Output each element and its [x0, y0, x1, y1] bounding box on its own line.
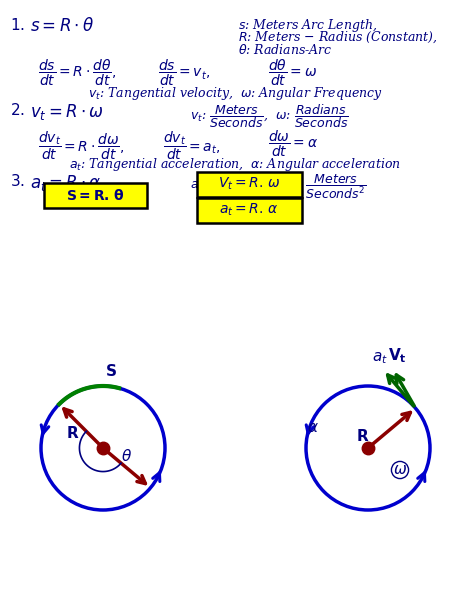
Text: $a_t = R \cdot \alpha$: $a_t = R \cdot \alpha$ [30, 173, 102, 193]
Text: $\theta$: $\theta$ [121, 448, 133, 464]
Text: $R$: Meters $-$ Radius (Constant),: $R$: Meters $-$ Radius (Constant), [238, 30, 438, 46]
Text: $\dfrac{dv_t}{dt} = a_t,$: $\dfrac{dv_t}{dt} = a_t,$ [163, 129, 221, 162]
Text: $\dfrac{ds}{dt} = v_t,$: $\dfrac{ds}{dt} = v_t,$ [158, 58, 210, 88]
Text: $\theta$: Radians-Arc: $\theta$: Radians-Arc [238, 43, 333, 57]
Text: $\mathbf{S}$: $\mathbf{S}$ [105, 363, 117, 379]
Text: $\mathit{V_t = R.\,\omega}$: $\mathit{V_t = R.\,\omega}$ [218, 176, 281, 192]
Text: $v_t$: $\dfrac{Meters}{Seconds}$,  $\omega$: $\dfrac{Radians}{Seconds}$: $v_t$: $\dfrac{Meters}{Seconds}$, $\omeg… [190, 102, 349, 130]
Text: $1.$: $1.$ [10, 17, 25, 33]
FancyBboxPatch shape [196, 171, 301, 197]
Text: $\dfrac{ds}{dt} = R \cdot \dfrac{d\theta}{dt},$: $\dfrac{ds}{dt} = R \cdot \dfrac{d\theta… [38, 58, 116, 88]
Text: $a_t$: $\dfrac{Meters}{Seconds^2}$,  $\alpha = \dfrac{Meters}{Seconds^2}$: $a_t$: $\dfrac{Meters}{Seconds^2}$, $\al… [190, 173, 367, 201]
Text: $v_t = R \cdot \omega$: $v_t = R \cdot \omega$ [30, 102, 104, 122]
Text: $3.$: $3.$ [10, 173, 25, 189]
Text: $\mathit{a_t = R.\,\alpha}$: $\mathit{a_t = R.\,\alpha}$ [219, 202, 279, 218]
Text: $\mathbf{R}$: $\mathbf{R}$ [356, 428, 370, 444]
Text: $\omega$: $\omega$ [393, 463, 407, 477]
Text: $\dfrac{d\omega}{dt} = \alpha$: $\dfrac{d\omega}{dt} = \alpha$ [268, 129, 318, 159]
Text: $\mathbf{S = R.\,\theta}$: $\mathbf{S = R.\,\theta}$ [65, 188, 125, 203]
Text: $v_t$: Tangential velocity,  $\omega$: Angular Frequency: $v_t$: Tangential velocity, $\omega$: An… [87, 85, 383, 102]
Text: $\dfrac{dv_t}{dt} = R \cdot \dfrac{d\omega}{dt},$: $\dfrac{dv_t}{dt} = R \cdot \dfrac{d\ome… [38, 129, 125, 162]
FancyBboxPatch shape [44, 183, 147, 207]
Text: $a_t$: $a_t$ [372, 350, 388, 366]
Text: $s$: Meters Arc Length,: $s$: Meters Arc Length, [238, 17, 377, 34]
Text: $2.$: $2.$ [10, 102, 25, 118]
Text: $\mathbf{V_t}$: $\mathbf{V_t}$ [388, 346, 407, 365]
FancyBboxPatch shape [196, 198, 301, 222]
Text: $a_t$: Tangential acceleration,  $\alpha$: Angular acceleration: $a_t$: Tangential acceleration, $\alpha$… [69, 156, 401, 173]
Text: $\mathbf{R}$: $\mathbf{R}$ [66, 425, 80, 441]
Text: $\dfrac{d\theta}{dt} = \omega$: $\dfrac{d\theta}{dt} = \omega$ [268, 58, 317, 88]
Text: $\alpha$: $\alpha$ [307, 421, 319, 435]
Text: $s = R \cdot \theta$: $s = R \cdot \theta$ [30, 17, 94, 35]
